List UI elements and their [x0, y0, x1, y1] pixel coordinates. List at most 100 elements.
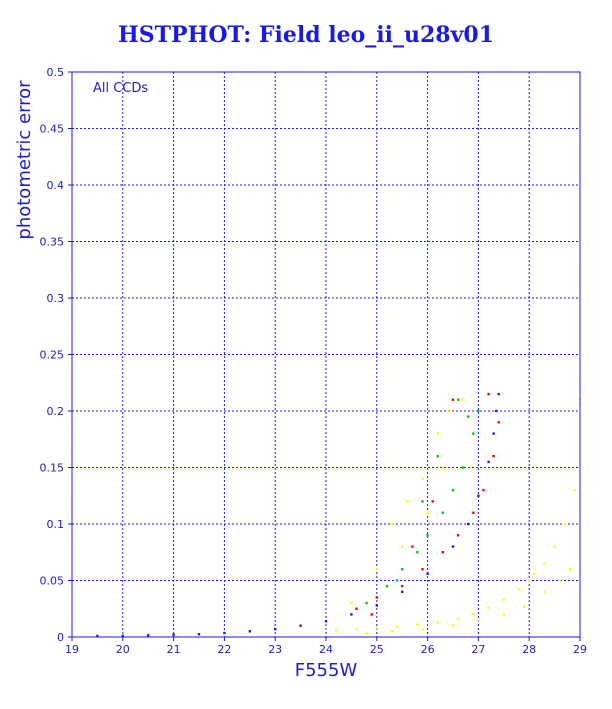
data-point — [451, 545, 455, 548]
x-tick-label: 27 — [471, 643, 485, 656]
y-tick-label: 0.35 — [40, 236, 65, 249]
y-tick-label: 0 — [57, 631, 64, 644]
data-point — [350, 613, 353, 616]
data-point — [406, 500, 409, 503]
data-point — [533, 572, 536, 575]
data-point — [324, 620, 328, 623]
data-point — [441, 551, 444, 554]
x-tick-label: 21 — [167, 643, 181, 656]
data-point — [497, 392, 500, 396]
data-point — [436, 621, 439, 624]
data-point — [426, 534, 429, 537]
x-tick-labels: 19 20 21 22 23 24 25 26 27 28 29 — [65, 643, 587, 656]
grid — [72, 72, 580, 637]
data-point — [395, 625, 399, 628]
data-point — [299, 624, 302, 627]
data-point — [421, 477, 424, 480]
data-point — [147, 634, 150, 637]
data-point — [416, 551, 419, 554]
x-tick-label: 24 — [319, 643, 333, 656]
data-point — [482, 488, 485, 492]
y-tick-label: 0.25 — [40, 349, 65, 362]
data-point — [426, 572, 429, 575]
data-point — [451, 398, 455, 401]
data-point — [197, 633, 201, 636]
data-point — [568, 568, 571, 571]
y-tick-label: 0.1 — [47, 518, 65, 531]
data-point — [335, 629, 338, 632]
data-point — [477, 409, 480, 413]
data-point — [495, 409, 498, 413]
data-point — [477, 618, 480, 622]
data-point — [522, 605, 526, 608]
data-point — [401, 590, 404, 593]
data-point — [456, 617, 460, 621]
data-point — [350, 601, 353, 605]
data-point — [96, 634, 99, 638]
data-point — [563, 522, 566, 526]
data-point — [472, 432, 475, 435]
data-point — [431, 500, 434, 503]
y-tick-label: 0.45 — [40, 123, 65, 136]
data-point — [446, 409, 450, 413]
data-point — [492, 455, 495, 458]
x-tick-label: 20 — [116, 643, 130, 656]
x-tick-label: 22 — [217, 643, 231, 656]
data-point — [421, 627, 424, 631]
data-point — [421, 568, 424, 571]
data-point — [355, 627, 358, 631]
annotation-label: All CCDs — [93, 81, 148, 96]
chart-title: HSTPHOT: Field leo_ii_u28v01 — [117, 22, 495, 48]
data-point — [274, 627, 277, 631]
data-point — [497, 421, 500, 424]
x-tick-label: 28 — [522, 643, 536, 656]
y-tick-label: 0.3 — [47, 292, 65, 305]
data-point — [416, 623, 419, 626]
data-point — [528, 579, 531, 582]
y-tick-label: 0.4 — [47, 179, 65, 192]
data-point — [451, 624, 455, 627]
data-point — [456, 534, 460, 537]
data-point — [558, 579, 561, 582]
data-point — [395, 579, 399, 582]
data-point — [248, 630, 251, 633]
data-point — [487, 460, 490, 464]
data-point — [477, 494, 480, 497]
y-axis-title: photometric error — [14, 80, 35, 240]
data-point — [472, 511, 475, 514]
data-point — [355, 607, 358, 610]
data-point — [375, 626, 378, 630]
data-point — [421, 500, 424, 503]
data-point — [411, 545, 414, 548]
x-axis-title: F555W — [295, 660, 358, 681]
data-point — [365, 632, 368, 635]
data-point — [543, 562, 546, 565]
data-point — [385, 584, 389, 588]
x-tick-label: 29 — [573, 643, 587, 656]
data-point — [517, 588, 521, 591]
x-tick-label: 25 — [370, 643, 384, 656]
x-tick-label: 19 — [65, 643, 79, 656]
data-point — [467, 522, 470, 526]
data-point — [467, 415, 470, 418]
data-point — [426, 511, 429, 514]
y-tick-label: 0.2 — [47, 405, 65, 418]
data-point — [573, 488, 577, 492]
data-point — [375, 596, 378, 599]
data-point — [451, 488, 455, 492]
data-point — [492, 432, 495, 435]
data-point — [441, 511, 444, 514]
y-tick-label: 0.5 — [47, 66, 65, 79]
data-point — [472, 613, 475, 616]
data-point — [441, 466, 444, 469]
data-point — [487, 606, 490, 609]
data-point — [436, 432, 439, 435]
data-point — [502, 598, 505, 601]
data-point — [543, 590, 546, 593]
y-tick-label: 0.05 — [40, 575, 65, 588]
data-point — [401, 584, 404, 588]
data-point — [223, 631, 226, 635]
data-point — [462, 466, 465, 469]
